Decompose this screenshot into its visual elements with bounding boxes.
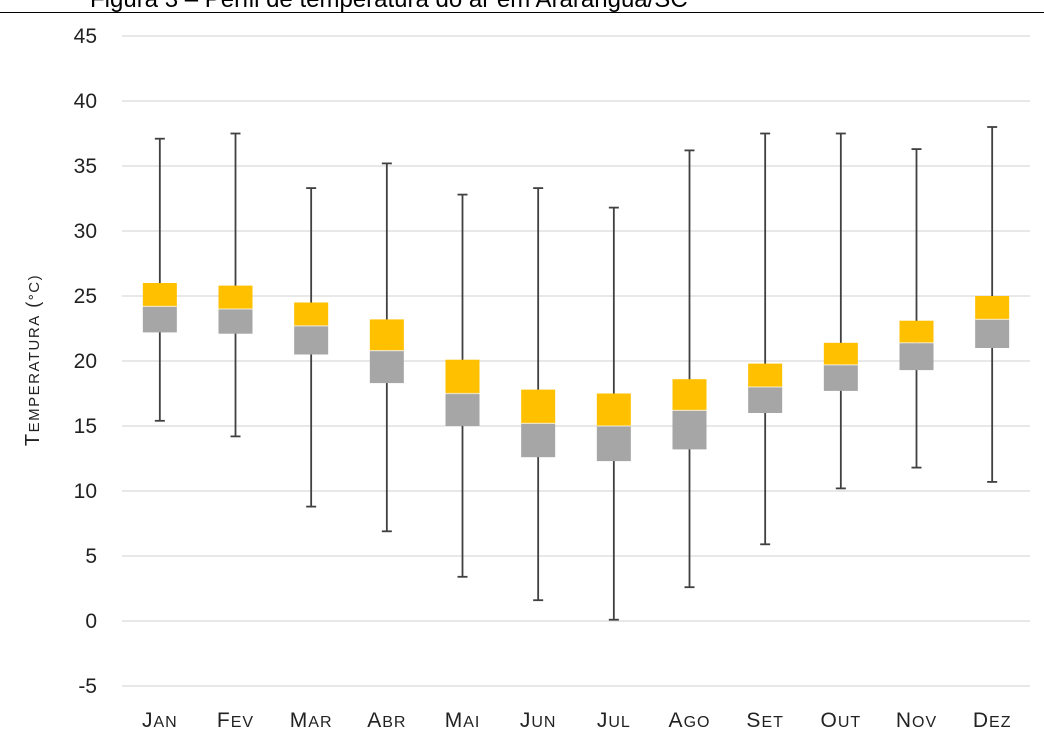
x-tick-label-initial: F	[217, 709, 231, 732]
x-tick-label: JUL	[597, 709, 631, 732]
x-tick-label-rest: UN	[531, 714, 556, 731]
y-tick-label: 30	[74, 220, 97, 243]
x-tick-label-initial: A	[669, 709, 684, 732]
x-tick-label-initial: D	[973, 709, 989, 732]
y-tick-label: -5	[78, 675, 97, 698]
box-upper-quartile	[294, 302, 329, 326]
x-tick-label-rest: GO	[684, 714, 711, 731]
y-tick-label: 5	[85, 545, 97, 568]
x-tick-label-initial: S	[746, 709, 761, 732]
y-tick-label: 35	[74, 155, 97, 178]
y-tick-label: 25	[74, 285, 97, 308]
box-lower-quartile	[369, 350, 404, 384]
box-lower-quartile	[596, 426, 631, 462]
y-tick-label: 40	[74, 90, 97, 113]
box-upper-quartile	[521, 389, 556, 424]
box-lower-quartile	[445, 393, 480, 426]
x-tick-label-rest: AR	[308, 714, 332, 731]
x-tick-label: JUN	[520, 709, 557, 732]
caption-divider	[0, 12, 1044, 13]
y-axis-title: TEMPERATURA (°C)	[22, 274, 44, 446]
x-tick-label: DEZ	[973, 709, 1012, 732]
box-upper-quartile	[899, 320, 934, 343]
x-tick-label-initial: A	[367, 709, 382, 732]
x-tick-label-rest: AN	[153, 714, 177, 731]
x-tick-label-initial: O	[820, 709, 837, 732]
x-tick-label: MAR	[290, 709, 333, 732]
y-tick-label: 0	[85, 610, 97, 633]
x-tick-label-rest: BR	[382, 714, 406, 731]
x-tick-label-rest: ET	[761, 714, 783, 731]
y-axis-tick-labels: -5 0 5 10 15 20 25 30 35 40 45	[74, 25, 97, 698]
box-lower-quartile	[899, 342, 934, 371]
whiskers	[154, 126, 998, 621]
y-tick-label: 20	[74, 350, 97, 373]
x-tick-label-initial: M	[445, 709, 464, 732]
box-lower-quartile	[218, 309, 253, 334]
box-upper-quartile	[596, 393, 631, 426]
box-lower-quartile	[521, 423, 556, 458]
figure-caption: Figura 3 – Perfil de temperatura do ar e…	[90, 0, 688, 14]
x-tick-label: JAN	[142, 709, 178, 732]
box-lower-quartile	[823, 364, 858, 391]
x-tick-label: AGO	[669, 709, 711, 732]
box-upper-quartile	[218, 285, 253, 309]
box-upper-quartile	[823, 342, 858, 365]
box-upper-quartile	[369, 319, 404, 351]
box-upper-quartile	[672, 379, 707, 411]
x-tick-label: OUT	[820, 709, 861, 732]
gridlines	[122, 35, 1030, 687]
x-tick-label-initial: M	[290, 709, 309, 732]
x-tick-label: MAI	[445, 709, 481, 732]
boxes	[142, 283, 1010, 462]
box-upper-quartile	[748, 363, 783, 387]
box-upper-quartile	[975, 296, 1010, 320]
x-tick-label-initial: J	[597, 709, 609, 732]
x-tick-label-rest: OV	[912, 714, 937, 731]
box-lower-quartile	[975, 319, 1010, 348]
x-tick-label-rest: EV	[231, 714, 254, 731]
box-lower-quartile	[672, 410, 707, 450]
x-tick-label: SET	[746, 709, 783, 732]
x-tick-label-rest: UL	[608, 714, 630, 731]
x-tick-label-rest: EZ	[989, 714, 1011, 731]
y-tick-label: 10	[74, 480, 97, 503]
box-lower-quartile	[748, 387, 783, 413]
x-tick-label-initial: N	[896, 709, 912, 732]
x-tick-label-rest: UT	[838, 714, 861, 731]
x-tick-label-rest: AI	[463, 714, 480, 731]
x-tick-label-initial: J	[520, 709, 532, 732]
x-tick-label: NOV	[896, 709, 937, 732]
y-tick-label: 15	[74, 415, 97, 438]
x-tick-label: FEV	[217, 709, 254, 732]
x-axis-month-labels: JAN FEV MAR ABR MAI JUN JUL AGO SET OUT NOV DEZ	[142, 709, 1012, 732]
box-upper-quartile	[445, 359, 480, 394]
x-tick-label: ABR	[367, 709, 406, 732]
box-lower-quartile	[142, 306, 177, 333]
y-tick-label: 45	[74, 25, 97, 48]
box-lower-quartile	[294, 325, 329, 355]
box-upper-quartile	[142, 283, 177, 307]
x-tick-label-initial: J	[142, 709, 154, 732]
